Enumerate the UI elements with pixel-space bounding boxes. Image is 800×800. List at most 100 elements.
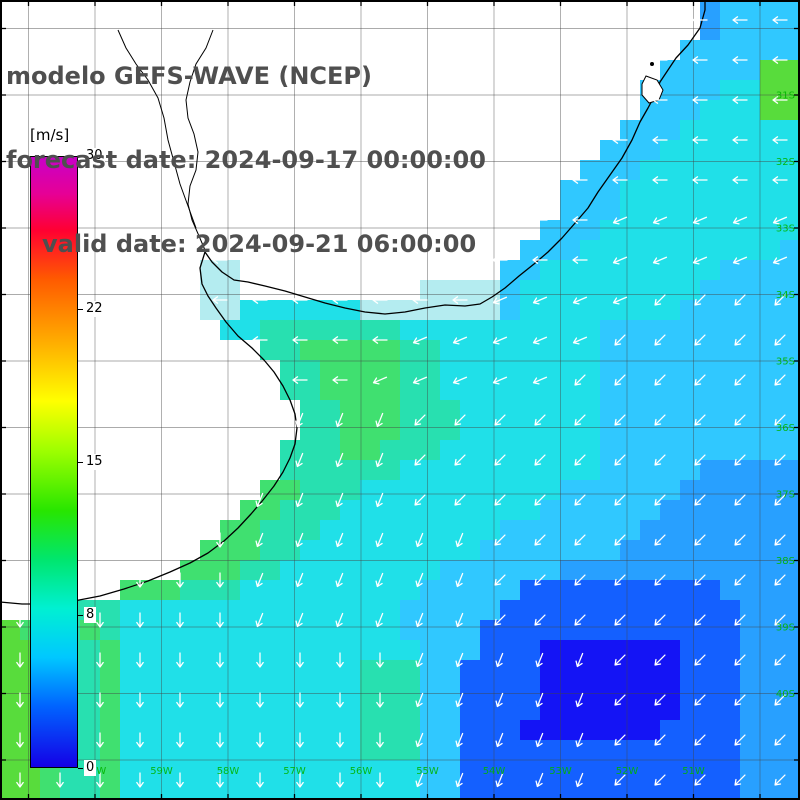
wind-arrow-icon — [212, 256, 228, 264]
wind-arrow-icon — [295, 412, 304, 428]
wind-arrow-icon — [774, 614, 786, 626]
wind-arrow-icon — [295, 532, 304, 548]
wind-arrow-icon — [572, 176, 588, 184]
wind-arrow-icon — [614, 694, 626, 706]
wind-arrow-icon — [612, 176, 628, 184]
wind-arrow-icon — [532, 216, 548, 224]
wind-arrow-icon — [575, 652, 584, 668]
lon-label: 51W — [682, 766, 705, 777]
wind-arrow-icon — [774, 374, 786, 386]
wind-arrow-icon — [376, 732, 384, 748]
wind-arrow-icon — [694, 654, 706, 666]
wind-arrow-icon — [734, 454, 746, 466]
wind-arrow-icon — [612, 256, 628, 265]
wind-arrow-icon — [336, 692, 344, 708]
lat-label: 40S — [776, 689, 795, 700]
wind-arrow-icon — [694, 294, 706, 306]
wind-arrow-icon — [96, 652, 104, 668]
lat-label: 38S — [776, 556, 795, 567]
wind-arrow-icon — [255, 492, 264, 508]
wind-arrow-icon — [774, 734, 786, 746]
wind-arrow-icon — [692, 96, 708, 104]
wind-arrow-icon — [372, 336, 388, 344]
wind-arrow-icon — [774, 694, 786, 706]
wind-arrow-icon — [136, 692, 144, 708]
wind-arrow-icon — [252, 296, 268, 304]
wind-arrow-icon — [652, 256, 668, 265]
wind-arrow-icon — [216, 612, 224, 628]
wind-arrow-icon — [455, 532, 464, 548]
wind-arrow-icon — [734, 574, 746, 586]
wind-arrow-icon — [574, 494, 586, 506]
wind-arrow-icon — [454, 494, 466, 506]
wind-arrow-icon — [774, 454, 786, 466]
wind-arrow-icon — [216, 772, 224, 788]
wind-arrow-icon — [575, 692, 584, 708]
wind-arrow-icon — [452, 336, 468, 345]
wind-arrow-icon — [335, 532, 344, 548]
wind-arrow-icon — [332, 336, 348, 344]
wind-arrow-icon — [376, 692, 384, 708]
wind-arrow-icon — [256, 772, 264, 788]
colorbar-tick-mark — [78, 614, 83, 616]
wind-arrow-icon — [494, 414, 506, 426]
wind-arrow-icon — [535, 652, 544, 668]
wind-arrow-icon — [732, 136, 748, 144]
wind-arrow-icon — [774, 574, 786, 586]
wind-arrow-icon — [292, 376, 308, 384]
wind-arrow-icon — [614, 574, 626, 586]
wind-arrow-icon — [652, 56, 668, 64]
wind-arrow-icon — [732, 216, 748, 225]
wind-arrow-icon — [575, 732, 584, 748]
wind-arrow-icon — [612, 216, 628, 225]
wind-arrow-icon — [96, 612, 104, 628]
river-line — [117, 29, 197, 229]
lat-label: 36S — [776, 423, 795, 434]
wind-arrow-icon — [494, 614, 506, 626]
wind-arrow-icon — [176, 772, 184, 788]
wind-arrow-icon — [654, 734, 666, 746]
wind-arrow-icon — [574, 454, 586, 466]
wind-arrow-icon — [415, 732, 424, 748]
wind-arrow-icon — [734, 654, 746, 666]
colorbar-tick-mark — [78, 155, 83, 157]
wind-arrow-icon — [614, 374, 626, 386]
small-island — [650, 62, 654, 66]
lon-label: 54W — [483, 766, 506, 777]
wind-arrow-icon — [16, 612, 24, 628]
wind-arrow-icon — [16, 732, 24, 748]
wind-arrow-icon — [734, 534, 746, 546]
wind-arrow-icon — [216, 692, 224, 708]
wind-arrow-icon — [574, 574, 586, 586]
colorbar-tick-mark — [78, 308, 83, 310]
valid-date: valid date: 2024-09-21 06:00:00 — [42, 230, 477, 258]
wind-arrow-icon — [255, 612, 264, 628]
wind-arrow-icon — [534, 454, 546, 466]
wind-arrow-icon — [495, 772, 504, 788]
wind-arrow-icon — [774, 334, 786, 346]
wind-arrow-icon — [772, 16, 788, 24]
wind-arrow-icon — [774, 774, 786, 786]
wind-arrow-icon — [654, 374, 666, 386]
lat-label: 33S — [776, 224, 795, 235]
wind-arrow-icon — [694, 334, 706, 346]
wind-arrow-icon — [654, 294, 666, 306]
wind-arrow-icon — [335, 572, 344, 588]
wind-arrow-icon — [176, 692, 184, 708]
wind-arrow-icon — [375, 412, 384, 428]
wind-arrow-icon — [336, 652, 344, 668]
wind-arrow-icon — [534, 534, 546, 546]
wind-arrow-icon — [492, 256, 508, 264]
wind-arrow-icon — [534, 494, 546, 506]
wind-arrow-icon — [734, 774, 746, 786]
wind-arrow-icon — [574, 414, 586, 426]
wind-arrow-icon — [176, 732, 184, 748]
wind-arrow-icon — [694, 494, 706, 506]
colorbar-tick-label: 22 — [84, 301, 105, 317]
wind-arrow-icon — [216, 572, 224, 588]
wind-arrow-icon — [375, 452, 384, 468]
wind-arrow-icon — [296, 772, 304, 788]
wind-arrow-icon — [694, 574, 706, 586]
model-title: modelo GEFS-WAVE (NCEP) — [6, 62, 372, 90]
wind-arrow-icon — [734, 494, 746, 506]
